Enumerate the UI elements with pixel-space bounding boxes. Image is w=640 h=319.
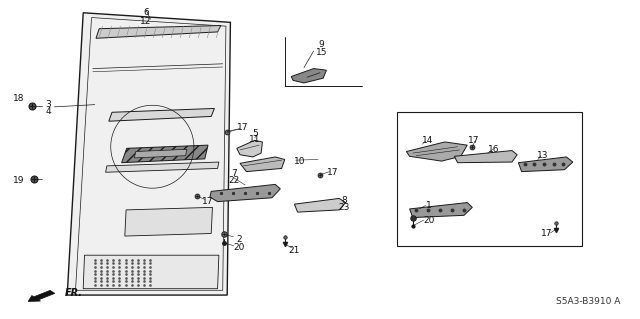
Text: 16: 16 (488, 145, 500, 154)
Text: 11: 11 (249, 135, 260, 144)
Text: 12: 12 (140, 17, 152, 26)
Text: 17: 17 (468, 137, 479, 145)
Text: 23: 23 (339, 204, 350, 212)
Text: 17: 17 (237, 123, 249, 132)
Text: 7: 7 (231, 169, 236, 178)
FancyArrow shape (28, 290, 55, 301)
Text: 14: 14 (422, 137, 433, 145)
Text: 10: 10 (294, 157, 305, 166)
Text: 18: 18 (13, 94, 25, 103)
Text: 21: 21 (289, 246, 300, 255)
Text: 20: 20 (233, 243, 244, 252)
Text: 1: 1 (426, 201, 431, 210)
Polygon shape (240, 157, 285, 172)
Text: 17: 17 (541, 229, 553, 238)
Polygon shape (83, 255, 219, 289)
Text: 17: 17 (202, 197, 214, 206)
Polygon shape (406, 142, 467, 161)
Text: 8: 8 (342, 197, 347, 205)
Text: 4: 4 (45, 107, 51, 116)
Polygon shape (106, 162, 219, 172)
Polygon shape (210, 184, 280, 202)
Text: 3: 3 (45, 100, 51, 109)
Text: 9: 9 (319, 40, 324, 49)
Polygon shape (410, 203, 472, 218)
Polygon shape (237, 140, 262, 157)
Polygon shape (125, 207, 212, 236)
Text: 2: 2 (236, 235, 241, 244)
Polygon shape (291, 69, 326, 83)
Bar (397, 112, 582, 246)
Polygon shape (122, 145, 208, 163)
Text: 17: 17 (327, 168, 339, 177)
Text: 5: 5 (252, 129, 257, 137)
Text: 22: 22 (228, 176, 239, 185)
Polygon shape (294, 198, 346, 212)
Text: 19: 19 (13, 176, 25, 185)
Text: 6: 6 (143, 8, 148, 17)
Text: 20: 20 (423, 216, 435, 225)
Polygon shape (109, 108, 214, 121)
Text: S5A3-B3910 A: S5A3-B3910 A (556, 297, 621, 306)
Polygon shape (518, 157, 573, 172)
Polygon shape (67, 13, 230, 295)
Polygon shape (454, 151, 517, 163)
Polygon shape (96, 26, 221, 38)
Polygon shape (134, 149, 187, 158)
Text: FR.: FR. (65, 288, 83, 298)
Text: 13: 13 (537, 151, 548, 160)
Text: 15: 15 (316, 48, 327, 57)
